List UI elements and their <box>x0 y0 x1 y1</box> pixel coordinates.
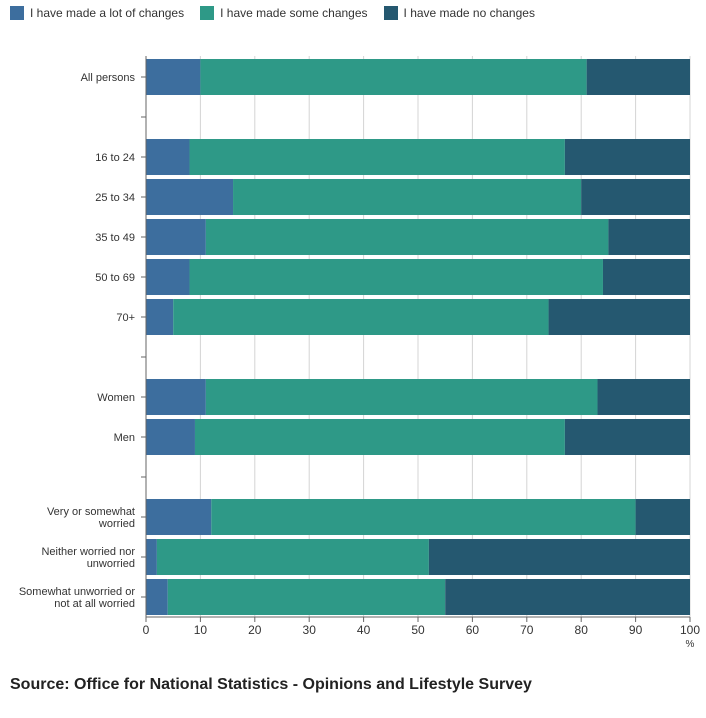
x-axis-unit-label: % <box>686 639 695 650</box>
bar-a-lot-2 <box>146 139 190 175</box>
bar-none-5 <box>602 259 690 295</box>
bar-none-4 <box>608 219 690 255</box>
legend-item-none[interactable]: I have made no changes <box>383 6 535 20</box>
bar-a-lot-11 <box>146 499 212 535</box>
category-label-12-line-0: Neither worried nor <box>41 546 135 558</box>
bar-a-lot-13 <box>146 579 168 615</box>
bar-a-lot-8 <box>146 379 206 415</box>
xtick-label-60: 60 <box>466 623 480 637</box>
legend-swatch-some <box>200 6 215 20</box>
xtick-label-0: 0 <box>143 623 150 637</box>
xtick-label-30: 30 <box>303 623 317 637</box>
bar-some-12 <box>156 539 429 575</box>
stacked-bar-chart: All persons 16 to 24 25 to 34 35 to 49 50 to… <box>19 56 700 650</box>
bar-none-3 <box>581 179 690 215</box>
legend-label-some: I have made some changes <box>220 6 368 20</box>
bar-some-3 <box>233 179 582 215</box>
legend-swatch-a-lot <box>10 6 24 20</box>
xtick-label-10: 10 <box>194 623 208 637</box>
category-label-9: Men <box>114 432 135 444</box>
source-note: Source: Office for National Statistics -… <box>10 676 532 693</box>
legend-item-some[interactable]: I have made some changes <box>200 6 368 20</box>
bar-a-lot-3 <box>146 179 234 215</box>
category-label-0: All persons <box>81 72 136 84</box>
bar-none-13 <box>445 579 690 615</box>
category-label-11-line-0: Very or somewhat <box>47 506 135 518</box>
legend-swatch-none <box>383 6 398 20</box>
xtick-label-90: 90 <box>629 623 643 637</box>
category-label-12-line-1: unworried <box>87 558 135 570</box>
category-label-6: 70+ <box>116 312 135 324</box>
bar-a-lot-5 <box>146 259 190 295</box>
xtick-label-80: 80 <box>575 623 589 637</box>
category-label-13-line-1: not at all worried <box>54 598 135 610</box>
bar-none-11 <box>635 499 690 535</box>
legend: I have made a lot of changes I have made… <box>10 4 551 22</box>
bar-a-lot-0 <box>146 59 201 95</box>
category-label-5: 50 to 69 <box>95 272 135 284</box>
bar-some-0 <box>200 59 587 95</box>
bar-none-0 <box>586 59 690 95</box>
legend-item-a-lot[interactable]: I have made a lot of changes <box>10 6 184 20</box>
bar-some-5 <box>189 259 603 295</box>
bar-none-12 <box>428 539 690 575</box>
bar-none-8 <box>597 379 690 415</box>
xtick-label-20: 20 <box>248 623 262 637</box>
category-label-8: Women <box>97 392 135 404</box>
bar-some-9 <box>194 419 565 455</box>
category-label-4: 35 to 49 <box>95 232 135 244</box>
bar-some-6 <box>173 299 549 335</box>
bar-none-9 <box>564 419 690 455</box>
bar-some-13 <box>167 579 446 615</box>
xtick-label-100: 100 <box>680 623 700 637</box>
xtick-label-50: 50 <box>411 623 425 637</box>
bar-none-2 <box>564 139 690 175</box>
xtick-label-40: 40 <box>357 623 371 637</box>
xtick-label-70: 70 <box>520 623 534 637</box>
bar-some-4 <box>205 219 609 255</box>
legend-label-none: I have made no changes <box>403 6 535 20</box>
category-label-11-line-1: worried <box>98 518 135 530</box>
bar-some-11 <box>211 499 636 535</box>
bar-none-6 <box>548 299 690 335</box>
category-label-2: 16 to 24 <box>95 152 135 164</box>
category-label-13-line-0: Somewhat unworried or <box>19 586 136 598</box>
bar-a-lot-12 <box>146 539 157 575</box>
bar-a-lot-4 <box>146 219 206 255</box>
bar-a-lot-9 <box>146 419 195 455</box>
bar-some-2 <box>189 139 565 175</box>
category-label-3: 25 to 34 <box>95 192 135 204</box>
legend-label-a-lot: I have made a lot of changes <box>30 6 185 20</box>
bar-a-lot-6 <box>146 299 174 335</box>
bar-some-8 <box>205 379 598 415</box>
